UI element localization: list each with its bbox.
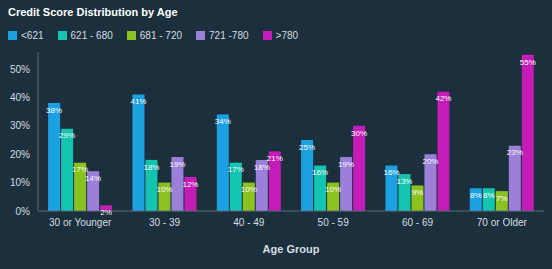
svg-text:40 - 49: 40 - 49 [233, 217, 265, 228]
svg-text:Age Group: Age Group [263, 243, 320, 255]
svg-text:10%: 10% [156, 185, 172, 194]
svg-text:10%: 10% [325, 185, 341, 194]
svg-text:40%: 40% [10, 92, 30, 103]
svg-text:19%: 19% [169, 160, 185, 169]
svg-text:16%: 16% [312, 168, 328, 177]
svg-text:30%: 30% [351, 129, 367, 138]
svg-text:13%: 13% [396, 177, 412, 186]
svg-text:60 - 69: 60 - 69 [402, 217, 434, 228]
svg-text:8%: 8% [483, 191, 495, 200]
svg-text:16%: 16% [383, 168, 400, 178]
svg-text:23%: 23% [507, 148, 523, 157]
svg-text:9%: 9% [412, 188, 424, 197]
svg-text:42%: 42% [435, 94, 451, 103]
svg-text:38%: 38% [46, 106, 62, 115]
svg-text:18%: 18% [254, 163, 270, 172]
svg-text:20%: 20% [422, 157, 438, 166]
svg-text:2%: 2% [100, 208, 112, 217]
svg-text:17%: 17% [72, 165, 89, 175]
svg-text:30%: 30% [10, 120, 30, 131]
svg-text:30 or Younger: 30 or Younger [49, 217, 112, 228]
svg-text:12%: 12% [182, 180, 198, 189]
svg-text:19%: 19% [338, 160, 354, 169]
svg-text:10%: 10% [10, 177, 30, 188]
html-text:621 - 680: 621 - 680 [70, 30, 113, 41]
html-text:721 -780: 721 -780 [209, 30, 249, 41]
svg-text:34%: 34% [215, 117, 231, 126]
svg-text:10%: 10% [241, 185, 257, 194]
html-text:<621: <621 [21, 30, 44, 41]
svg-text:50%: 50% [10, 64, 30, 75]
html-text:Credit Score Distribution by A: Credit Score Distribution by Age [8, 6, 178, 18]
svg-text:8%: 8% [470, 191, 482, 200]
svg-text:25%: 25% [299, 143, 315, 152]
svg-text:55%: 55% [520, 58, 536, 67]
svg-text:70 or Older: 70 or Older [477, 217, 528, 228]
svg-text:30 - 39: 30 - 39 [149, 217, 181, 228]
svg-text:14%: 14% [85, 174, 101, 183]
svg-text:41%: 41% [130, 97, 146, 106]
svg-text:29%: 29% [59, 131, 75, 140]
svg-text:7%: 7% [496, 194, 508, 203]
svg-text:20%: 20% [10, 149, 30, 160]
svg-text:50 - 59: 50 - 59 [318, 217, 350, 228]
svg-text:18%: 18% [143, 163, 159, 172]
html-text:>780: >780 [275, 30, 299, 41]
html-text:681 - 720: 681 - 720 [139, 30, 183, 41]
svg-text:17%: 17% [228, 165, 244, 174]
svg-text:0%: 0% [16, 206, 31, 217]
svg-text:21%: 21% [267, 154, 283, 163]
